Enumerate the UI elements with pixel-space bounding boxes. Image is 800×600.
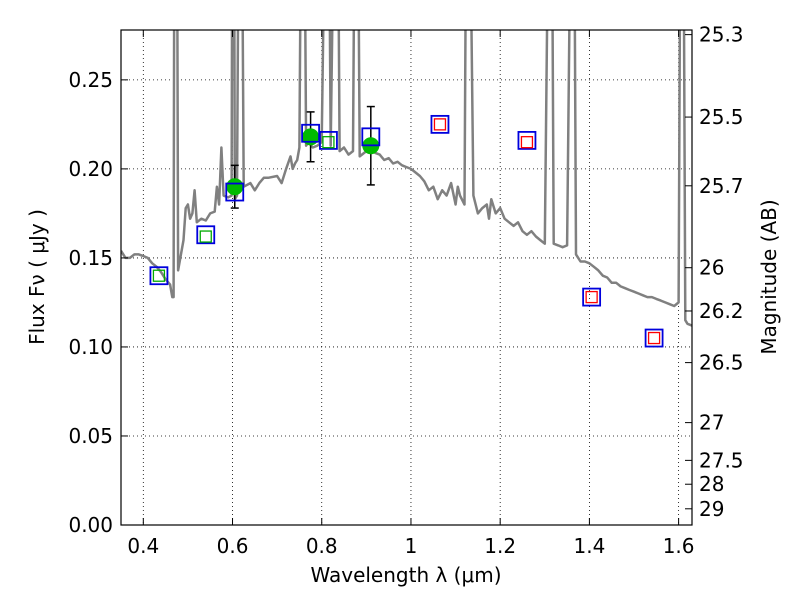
x-tick-label: 1.6 — [663, 534, 695, 558]
magnitude-tick-label: 27.5 — [699, 448, 744, 472]
x-tick-label: 0.6 — [217, 534, 249, 558]
magnitude-tick-label: 28 — [699, 472, 724, 496]
red-inner-squares-marker — [585, 290, 598, 304]
x-tick-label: 0.4 — [127, 534, 159, 558]
plot-frame — [120, 29, 693, 526]
green-inner-squares-marker — [152, 269, 166, 282]
y-tick-label: 0.20 — [68, 157, 113, 181]
x-tick-label: 1.4 — [573, 534, 605, 558]
x-axis-label: Wavelength λ (μm) — [310, 563, 501, 587]
red-inner-squares-marker — [647, 331, 661, 345]
model-bandpass-flux-marker — [361, 127, 381, 147]
model-bandpass-flux-marker — [225, 182, 245, 202]
magnitude-tick-label: 25.3 — [699, 23, 744, 47]
model-bandpass-flux-marker — [430, 114, 450, 134]
magnitude-tick-label: 26.2 — [699, 299, 744, 323]
x-tick-label: 1 — [405, 534, 418, 558]
model-bandpass-flux-marker — [517, 130, 537, 150]
magnitude-tick-label: 26 — [699, 256, 724, 280]
x-tick-label: 1.2 — [484, 534, 516, 558]
magnitude-tick-label: 29 — [699, 497, 724, 521]
green-inner-squares-marker — [199, 230, 212, 243]
y2-axis-label: Magnitude (AB) — [757, 199, 781, 354]
y-tick-label: 0.15 — [68, 246, 113, 270]
magnitude-tick-label: 26.5 — [699, 351, 744, 375]
x-tick-label: 0.8 — [306, 534, 338, 558]
red-inner-squares-marker — [520, 136, 534, 149]
model-bandpass-flux-marker — [196, 225, 216, 245]
y-tick-label: 0.25 — [68, 68, 113, 92]
observed-flux-point — [226, 178, 244, 196]
y-tick-label: 0.10 — [68, 335, 113, 359]
model-bandpass-flux-marker — [319, 130, 338, 150]
magnitude-tick-label: 25.7 — [699, 174, 744, 198]
grid-lines — [121, 30, 692, 526]
axis-ticks: 0.4 0.6 0.8 1 1.2 1.4 1.6 0.00 0.05 0.10 0.15 0.20 0… — [68, 23, 743, 558]
y-tick-label: 0.00 — [68, 513, 113, 537]
model-bandpass-flux-marker — [149, 266, 169, 286]
data-markers — [149, 105, 664, 348]
green-inner-squares-marker — [322, 136, 335, 149]
model-sed-line — [121, 30, 692, 327]
y-tick-label: 0.05 — [68, 424, 113, 448]
magnitude-tick-label: 27 — [699, 411, 724, 435]
model-bandpass-flux-marker — [582, 287, 602, 307]
y-axis-label: Flux Fν ( μJy ) — [25, 209, 49, 345]
model-bandpass-flux-marker — [644, 328, 664, 348]
magnitude-tick-label: 25.5 — [699, 105, 744, 129]
red-inner-squares-marker — [433, 118, 447, 131]
